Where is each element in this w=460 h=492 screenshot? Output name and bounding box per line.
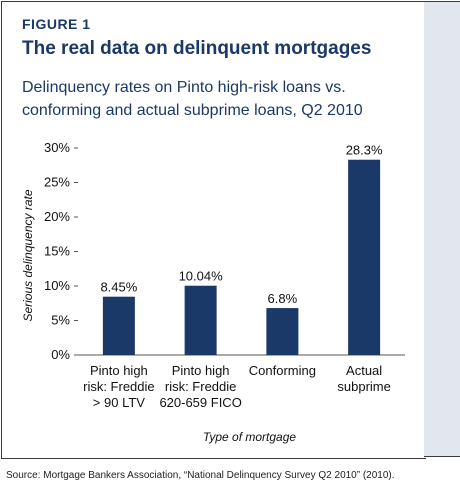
figure-title: The real data on delinquent mortgages (22, 38, 372, 59)
y-axis-title: Serious delinquency rate (21, 189, 35, 321)
x-category-label: Conforming (249, 363, 316, 378)
y-tick-label: 10% (44, 278, 70, 293)
x-axis-title: Type of mortgage (203, 430, 296, 444)
x-category-label: risk: Freddie (83, 379, 155, 394)
chart-bars (102, 159, 381, 355)
bar-value-label: 10.04% (179, 269, 224, 284)
y-tick-label: 5% (51, 313, 70, 328)
bar (102, 296, 135, 355)
bar-value-label: 6.8% (268, 291, 298, 306)
chart-axes: 0% 5% 10% 15% 20% 25% 30% Serious delinquency r… (21, 140, 405, 444)
chart-subtitle: Delinquency rates on Pinto high-risk loa… (22, 79, 363, 119)
figure-label: FIGURE 1 (22, 16, 91, 32)
y-tick-label: 15% (44, 244, 70, 259)
bar-value-label: 28.3% (346, 143, 383, 158)
bar (266, 308, 299, 355)
side-panel (424, 1, 460, 457)
y-tick-label: 20% (44, 209, 70, 224)
y-tick-label: 0% (51, 347, 70, 362)
x-category-label: > 90 LTV (93, 395, 145, 410)
bar-value-label: 8.45% (100, 280, 137, 295)
x-category-label: 620-659 FICO (159, 395, 241, 410)
x-category-label: Pinto high (90, 363, 148, 378)
source-note: Source: Mortgage Bankers Association, “N… (6, 470, 395, 481)
x-category-label: Actual (346, 363, 382, 378)
y-tick-label: 25% (44, 175, 70, 190)
bar (348, 159, 381, 355)
bar-chart: 0% 5% 10% 15% 20% 25% 30% Serious delinquency r… (21, 140, 405, 444)
bar (184, 285, 217, 355)
x-category-label: risk: Freddie (165, 379, 237, 394)
x-category-label: Pinto high (172, 363, 230, 378)
y-tick-label: 30% (44, 140, 70, 155)
x-category-label: subprime (337, 379, 390, 394)
